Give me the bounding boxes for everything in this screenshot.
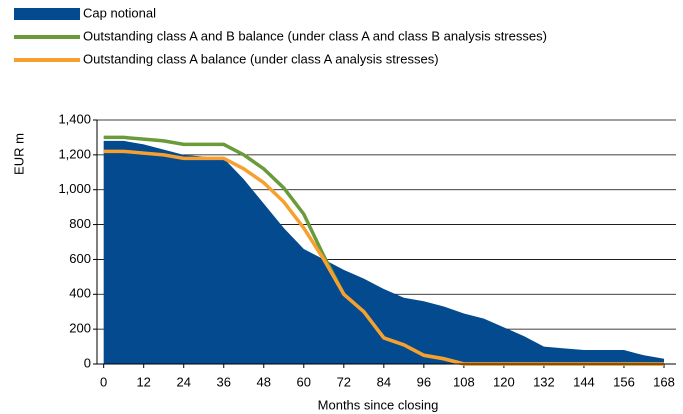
x-tick-label: 144 [573,374,595,389]
x-tick-label: 168 [653,374,675,389]
x-tick-label: 12 [136,374,150,389]
y-tick-label: 1,400 [58,111,91,126]
x-tick-label: 0 [100,374,107,389]
y-tick-label: 1,000 [58,181,91,196]
x-tick-label: 156 [613,374,635,389]
area [103,140,664,364]
x-tick-label: 132 [533,374,555,389]
x-tick-label: 84 [377,374,391,389]
legend-label: Cap notional [83,5,156,20]
x-tick-label: 48 [257,374,271,389]
x-tick-label: 24 [176,374,190,389]
x-tick-label: 120 [493,374,515,389]
x-axis-label: Months since closing [318,397,439,412]
y-tick-label: 0 [84,355,91,370]
y-tick-label: 1,200 [58,146,91,161]
y-tick-label: 200 [69,321,91,336]
legend-swatch [14,8,80,20]
legend-label: Outstanding class A and B balance (under… [83,28,547,43]
x-tick-label: 96 [417,374,431,389]
x-tick-label: 60 [297,374,311,389]
x-tick-label: 108 [453,374,475,389]
y-tick-label: 600 [69,251,91,266]
x-tick-label: 72 [337,374,351,389]
y-tick-label: 800 [69,216,91,231]
x-tick-label: 36 [217,374,231,389]
legend-label: Outstanding class A balance (under class… [83,51,439,66]
y-axis-label: EUR m [11,133,26,175]
y-tick-label: 400 [69,286,91,301]
